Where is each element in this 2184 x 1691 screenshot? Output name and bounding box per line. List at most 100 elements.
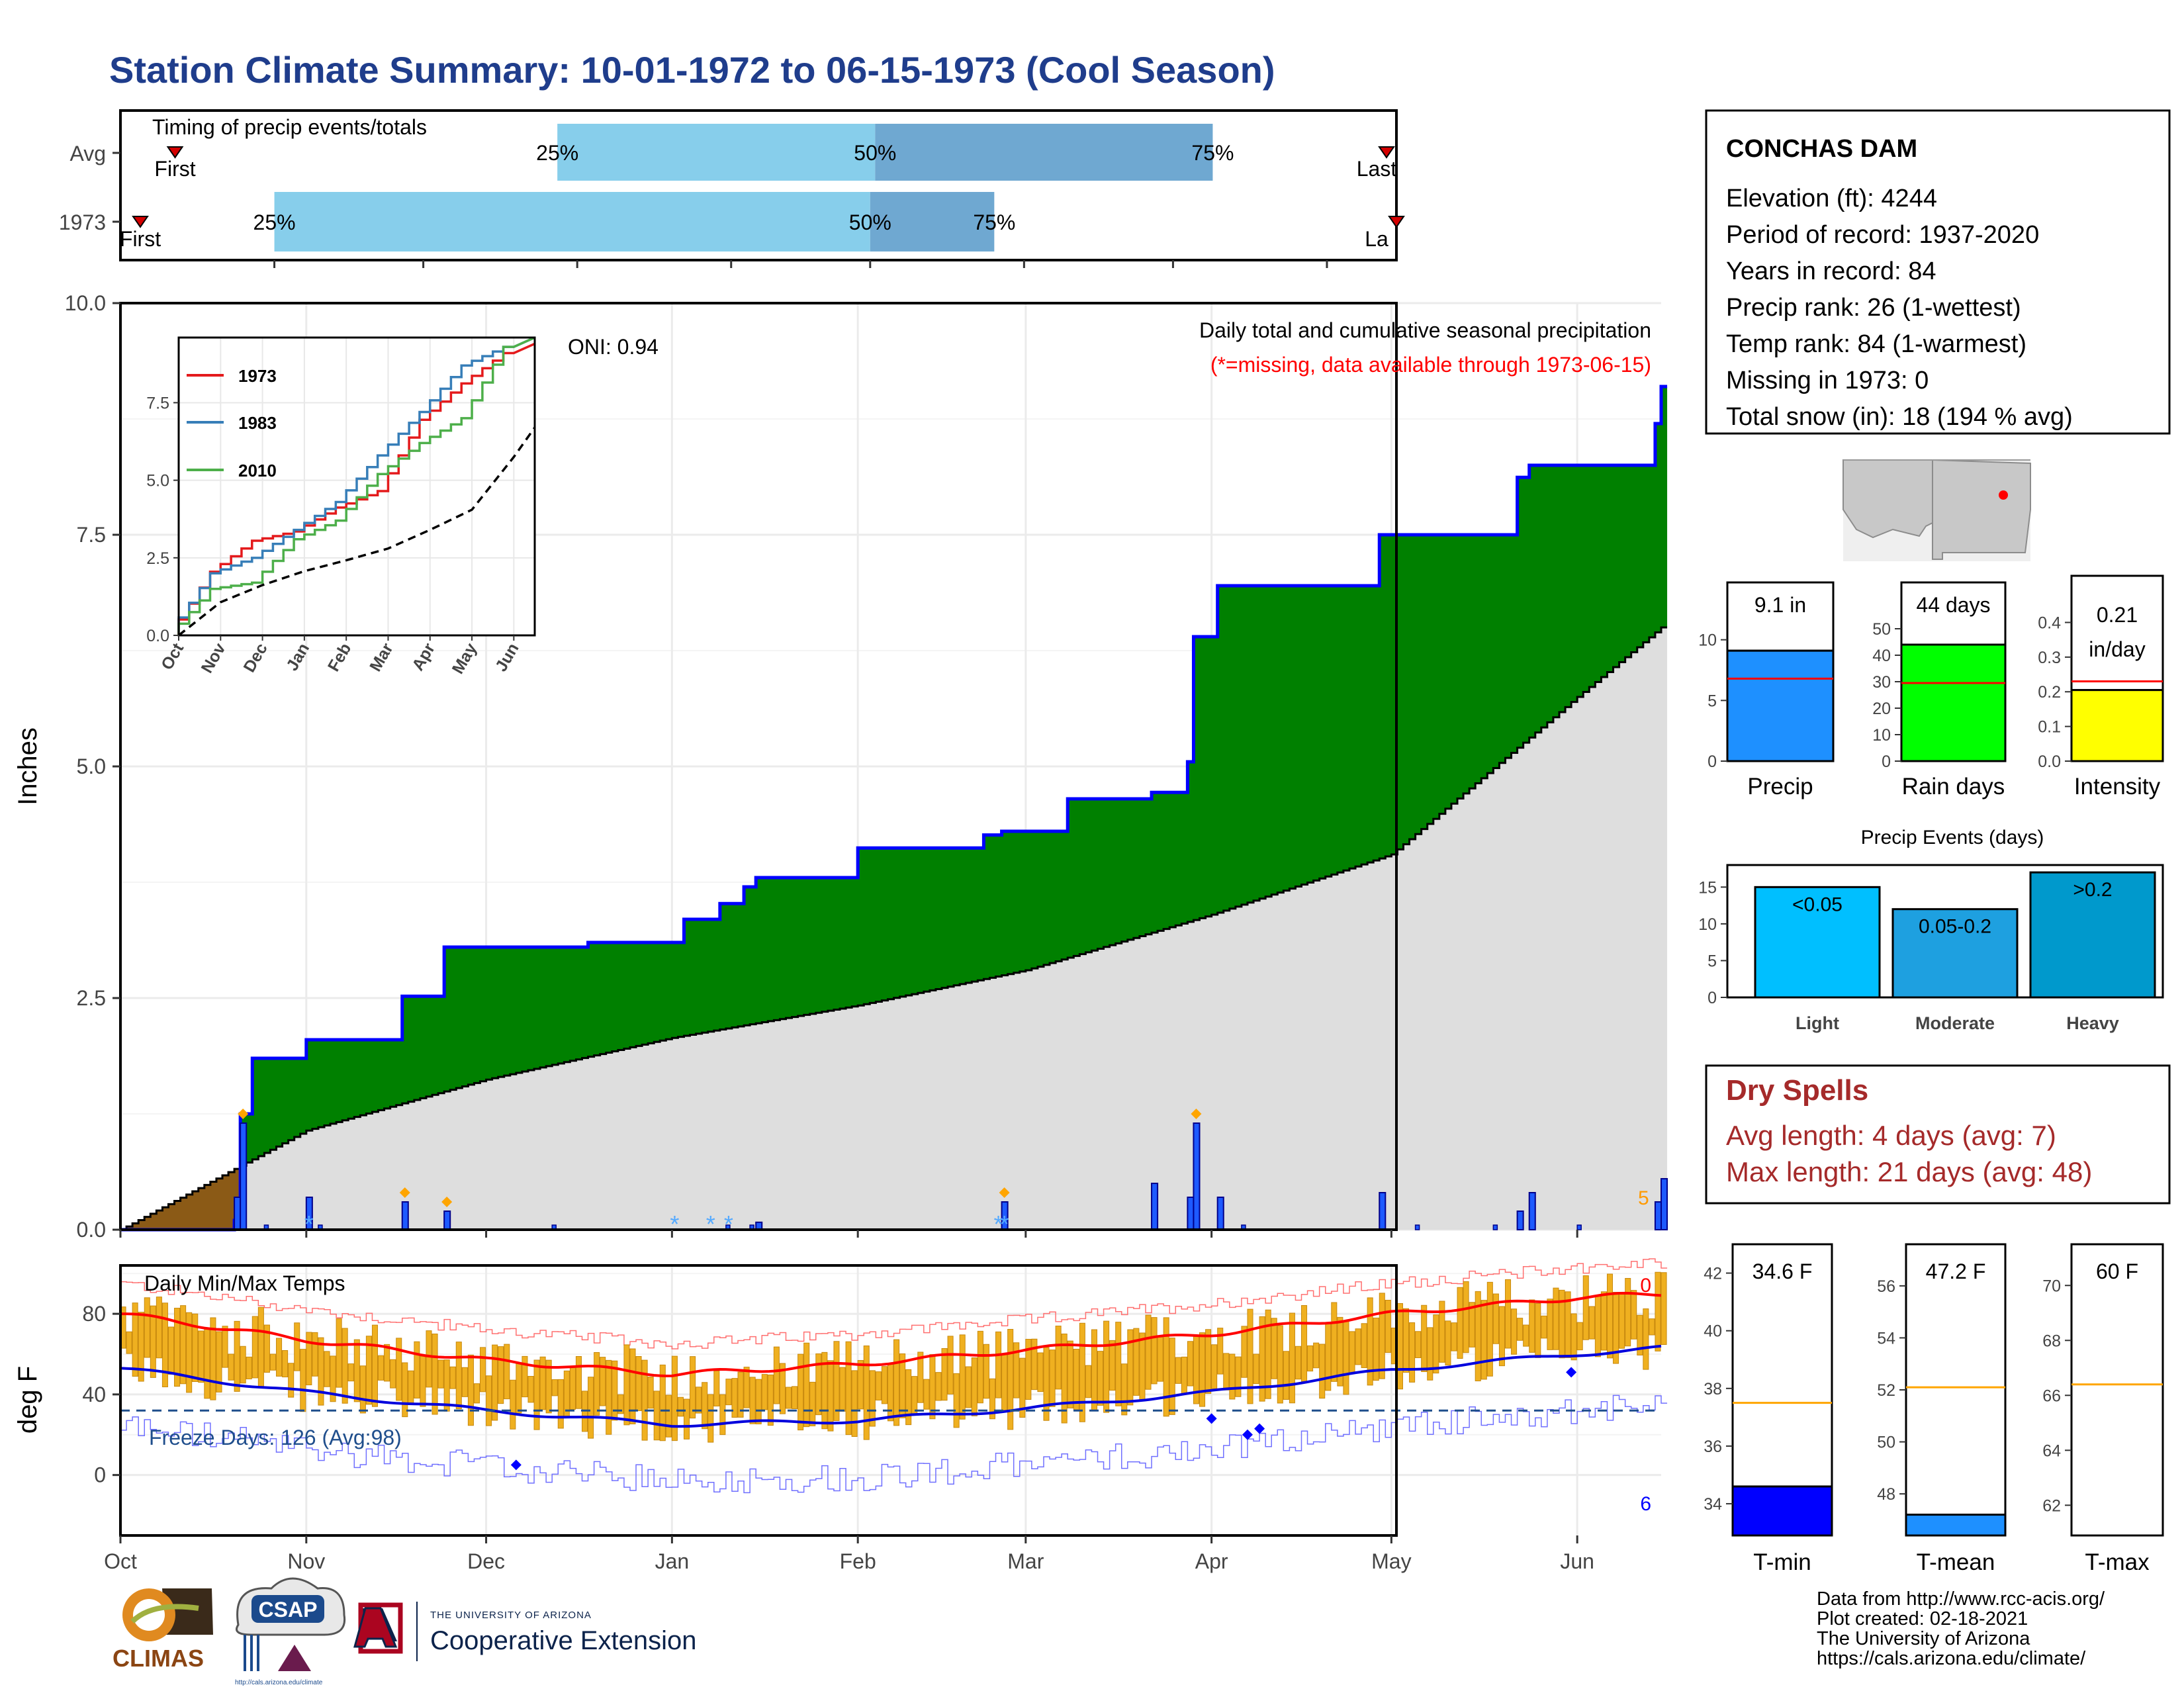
summary-bar-ytick-label-2-0: 0.0	[2038, 753, 2061, 771]
event-bar-label-0: <0.05	[1792, 893, 1843, 915]
record-low-marker-3	[1254, 1423, 1265, 1434]
event-ytick-label-1: 5	[1707, 952, 1717, 970]
daily-precip-bar-0	[234, 1197, 242, 1230]
timing-pct-25-0: 25%	[536, 141, 578, 165]
temp-panel: 0 40 80 Daily Min/Max Temps deg F Freeze D…	[13, 1258, 1668, 1537]
station-line-precip-rank: Precip rank: 26 (1-wettest)	[1726, 294, 2021, 322]
summary-bar-value-text2-2: in/day	[2089, 637, 2145, 661]
observed-cumulative-line	[120, 385, 1668, 1232]
daily-precip-bar-13	[1528, 1192, 1536, 1230]
temp-bar-ytick-label-0-1: 36	[1704, 1438, 1722, 1456]
station-location-marker	[1999, 490, 2008, 500]
avg-min-line	[120, 1344, 1662, 1428]
summary-bar-ytick-label-1-1: 10	[1872, 726, 1891, 745]
credit-line-1: Data from http://www.rcc-acis.org/	[1817, 1588, 2105, 1610]
timing-last-label-1: La	[1365, 227, 1388, 251]
daily-precip-bar-15	[1661, 1178, 1668, 1230]
summary-bar-label-0: Precip	[1747, 774, 1813, 800]
timing-bar-q3-1	[870, 192, 995, 251]
timing-pct-75-0: 75%	[1191, 141, 1234, 165]
summary-bar-label-2: Intensity	[2074, 774, 2161, 800]
daily-precip-bar-12	[1516, 1211, 1524, 1230]
timing-last-marker-1	[1388, 216, 1405, 228]
record-low-marker-2	[1242, 1429, 1253, 1440]
temp-bar-label-0: T-min	[1753, 1549, 1811, 1575]
summary-bar-ytick-label-1-2: 20	[1872, 700, 1891, 718]
temp-top-count: 0	[1640, 1275, 1651, 1297]
daily-precip-bar-9	[1193, 1122, 1201, 1230]
precip-surplus-area	[240, 387, 1668, 1166]
timing-bar-q2-0	[557, 124, 876, 181]
locator-map	[1843, 459, 2031, 561]
summary-bar-value-text-2: 0.21	[2097, 603, 2138, 627]
event-bar-light	[1754, 886, 1881, 999]
trace-precip-bar-8	[1576, 1224, 1582, 1230]
dry-spells-max: Max length: 21 days (avg: 48)	[1726, 1156, 2092, 1187]
trace-precip-bar-6	[1414, 1224, 1420, 1230]
precip-ytick-label-4: 10.0	[65, 291, 106, 315]
station-name: CONCHAS DAM	[1726, 135, 1917, 163]
summary-bar-ytick-label-2-3: 0.3	[2038, 649, 2061, 667]
temp-bar-ytick-label-1-3: 54	[1877, 1329, 1895, 1348]
daily-precip-bar-14	[1654, 1201, 1662, 1230]
station-line-period: Period of record: 1937-2020	[1726, 221, 2039, 249]
trace-precip-bar-7	[1492, 1224, 1498, 1230]
dry-spells-title: Dry Spells	[1726, 1074, 1868, 1107]
precip-panel: * * * * ** 0.02.55.07.510.0 Inches Daily tot…	[13, 291, 1668, 1242]
credit-line-4: https://cals.arizona.edu/climate/	[1817, 1648, 2086, 1669]
inset-ytick-label-1: 2.5	[146, 549, 169, 568]
temperature-bars: 34.6 F 34 36 38 40 42 T-min 47.2 F 48 50 52 54 56 T-m…	[1704, 1243, 2164, 1575]
temp-ytick-label-2: 80	[82, 1302, 106, 1326]
avg-max-line	[120, 1291, 1662, 1377]
month-label-oct: Oct	[104, 1549, 137, 1573]
temp-bar-ytick-label-1-1: 50	[1877, 1434, 1895, 1452]
daily-precip-bar-7	[1151, 1183, 1159, 1230]
csap-logo: CSAP http://cals.arizona.edu/climate	[235, 1577, 346, 1686]
temp-bar-ytick-label-2-0: 62	[2042, 1496, 2061, 1515]
temp-y-axis-label: deg F	[13, 1366, 42, 1434]
record-low-marker-4	[1566, 1367, 1577, 1378]
temp-bar-ytick-label-2-1: 64	[2042, 1441, 2061, 1460]
temp-bar-t-min: 34.6 F 34 36 38 40 42 T-min	[1704, 1243, 1833, 1575]
snow-marker-2	[441, 1197, 453, 1207]
daily-precip-bar-8	[1187, 1197, 1195, 1230]
month-label-jan: Jan	[655, 1549, 690, 1573]
timing-pct-50-0: 50%	[854, 141, 896, 165]
summary-bar-ytick-label-1-3: 30	[1872, 673, 1891, 692]
inset-line-1973	[177, 342, 535, 635]
precip-title-line2: (*=missing, data available through 1973-…	[1210, 353, 1651, 377]
timing-pct-50-1: 50%	[849, 210, 891, 234]
inset-legend-1983: 1983	[238, 413, 277, 433]
station-info-box: CONCHAS DAM Elevation (ft): 4244 Period …	[1705, 109, 2171, 435]
daily-precip-bar-3	[401, 1201, 409, 1230]
daily-precip-bar-10	[1216, 1197, 1224, 1230]
timing-pct-25-1: 25%	[253, 210, 296, 234]
inset-legend: 1973 1983 2010	[187, 366, 277, 480]
credit-line-2: Plot created: 02-18-2021	[1817, 1608, 2028, 1629]
temp-bar-ytick-label-1-0: 48	[1877, 1485, 1895, 1504]
oni-label: ONI: 0.94	[568, 335, 659, 359]
temp-ytick-label-0: 0	[94, 1463, 106, 1487]
station-line-missing: Missing in 1973: 0	[1726, 367, 1929, 394]
station-line-elevation: Elevation (ft): 4244	[1726, 185, 1937, 212]
inset-ytick-label-0: 0.0	[146, 627, 169, 645]
timing-row-label-year: 1973	[59, 210, 106, 234]
missing-marker-2: *	[706, 1211, 715, 1238]
csap-logo-text: CSAP	[259, 1598, 318, 1622]
temp-bar-t-mean: 47.2 F 48 50 52 54 56 T-mean	[1877, 1243, 2007, 1575]
inset-legend-2010: 2010	[238, 461, 277, 480]
temp-bar-ytick-label-0-2: 38	[1704, 1380, 1722, 1398]
temp-bar-t-max: 60 F 62 64 66 68 70 T-max	[2042, 1243, 2164, 1575]
timing-first-marker-1	[132, 216, 149, 228]
month-label-mar: Mar	[1007, 1549, 1044, 1573]
inset-ytick-label-3: 7.5	[146, 394, 169, 412]
snow-marker-3	[999, 1187, 1010, 1198]
event-category-2: Heavy	[2066, 1013, 2119, 1033]
daily-precip-bar-4	[443, 1211, 451, 1230]
event-category-1: Moderate	[1915, 1013, 1995, 1033]
missing-marker-5: *	[1000, 1211, 1009, 1238]
summary-bar-intensity: 0.21 in/day 0.0 0.1 0.2 0.3 0.4 Intensity	[2038, 574, 2164, 800]
temp-bar-ytick-label-1-2: 52	[1877, 1381, 1895, 1400]
ua-extension-logo: THE UNIVERSITY OF ARIZONA Cooperative Ex…	[353, 1602, 696, 1661]
